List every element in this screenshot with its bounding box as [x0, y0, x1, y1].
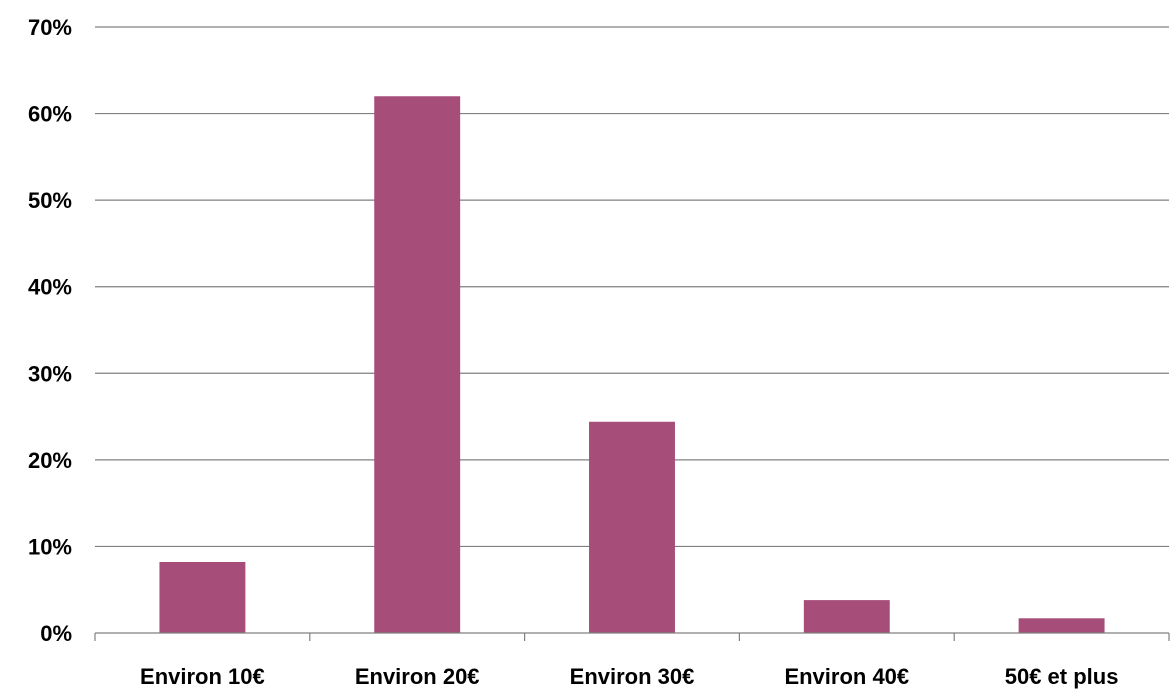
x-tick-label: Environ 20€	[355, 664, 480, 689]
y-tick-label: 10%	[28, 534, 72, 559]
x-tick-label: Environ 40€	[784, 664, 909, 689]
bars	[159, 96, 1105, 633]
x-tick-label: Environ 10€	[140, 664, 265, 689]
y-tick-label: 20%	[28, 448, 72, 473]
x-tick-label: Environ 30€	[570, 664, 695, 689]
bar	[1018, 618, 1105, 633]
x-axis	[94, 632, 1170, 641]
x-tick-label: 50€ et plus	[1005, 664, 1119, 689]
bar	[589, 421, 675, 633]
y-tick-label: 30%	[28, 361, 72, 386]
bar	[159, 562, 246, 633]
y-tick-label: 0%	[40, 621, 72, 646]
x-tick-labels: Environ 10€ Environ 20€ Environ 30€ Environ…	[140, 664, 1118, 689]
y-tick-labels: 0% 10% 20% 30% 40% 50% 60% 70%	[28, 15, 72, 646]
gridlines	[95, 26, 1169, 548]
bar	[803, 600, 890, 633]
bar	[374, 96, 461, 633]
y-tick-label: 60%	[28, 102, 72, 127]
y-tick-label: 50%	[28, 188, 72, 213]
y-tick-label: 40%	[28, 275, 72, 300]
y-tick-label: 70%	[28, 15, 72, 40]
